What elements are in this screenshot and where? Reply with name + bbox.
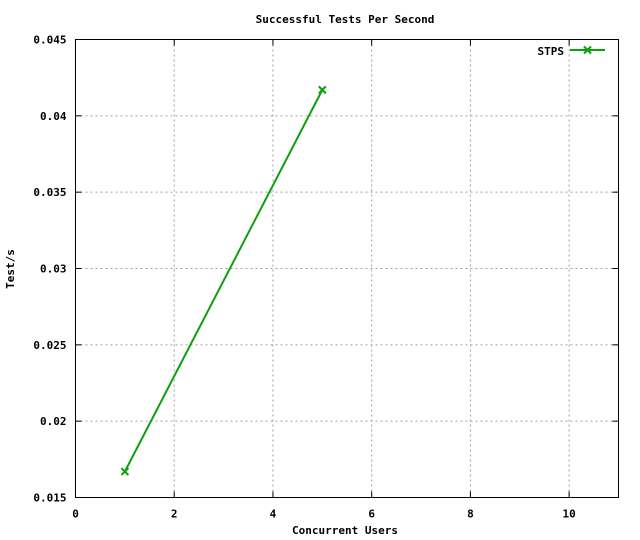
data-point-marker — [318, 85, 327, 95]
legend-cross — [583, 45, 592, 55]
y-tick-label: 0.025 — [33, 339, 66, 352]
x-tick-label: 2 — [171, 508, 178, 521]
series-line-stps — [123, 89, 324, 473]
y-tick-label: 0.03 — [40, 263, 67, 276]
data-point-marker — [120, 467, 130, 476]
x-tick-label: 8 — [467, 508, 474, 521]
chart-title: Successful Tests Per Second — [256, 13, 435, 26]
y-axis-label: Test/s — [4, 249, 17, 289]
data-point-marker-stroke-b — [120, 467, 130, 476]
axis-ticks — [75, 39, 619, 498]
legend-marker-stps — [583, 45, 592, 55]
data-point-marker-stroke-b — [318, 85, 327, 95]
y-axis-tick-labels: 0.015 0.02 0.025 0.03 0.035 0.04 0.045 — [33, 34, 66, 505]
legend-label-stps: STPS — [538, 45, 565, 58]
x-tick-label: 6 — [368, 508, 375, 521]
y-tick-label: 0.04 — [40, 110, 67, 123]
legend: STPS — [538, 45, 605, 58]
x-tick-label: 10 — [563, 508, 576, 521]
x-tick-label: 4 — [270, 508, 277, 521]
y-tick-label: 0.02 — [40, 415, 67, 428]
legend-cross-stroke-b — [583, 45, 592, 55]
y-tick-label: 0.045 — [33, 34, 66, 47]
y-tick-label: 0.015 — [33, 492, 66, 505]
x-axis-tick-labels: 0 2 4 6 8 10 — [72, 508, 576, 521]
y-tick-label: 0.035 — [33, 186, 66, 199]
series-layer — [120, 85, 327, 476]
x-tick-label: 0 — [72, 508, 79, 521]
x-axis-label: Concurrent Users — [292, 524, 398, 537]
grid-lines — [75, 39, 619, 498]
